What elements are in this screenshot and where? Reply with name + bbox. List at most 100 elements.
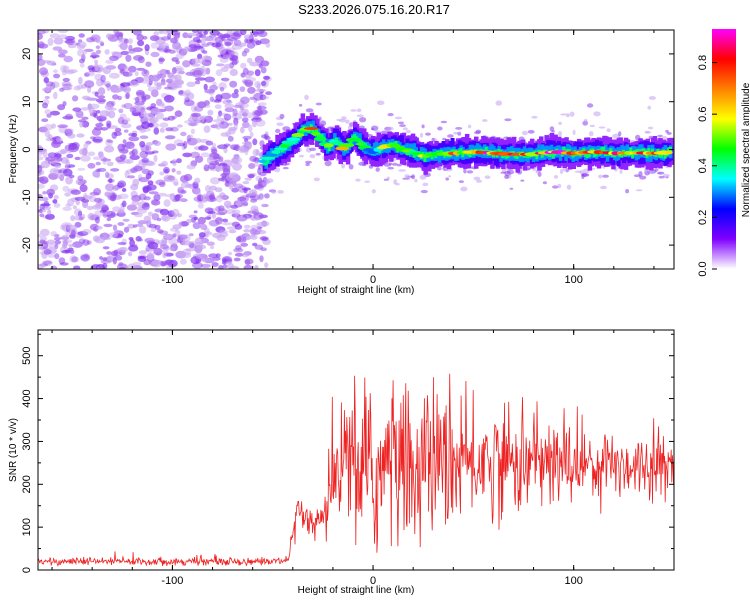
heatmap-noise-cell (193, 216, 198, 221)
heatmap-noise-cell (96, 49, 102, 54)
heatmap-noise-cell (164, 45, 170, 54)
heatmap-noise-cell (95, 216, 100, 224)
heatmap-halo-cell (527, 129, 535, 134)
heatmap-noise-cell (243, 188, 248, 194)
heatmap-noise-cell (58, 53, 66, 58)
heatmap-noise-cell (87, 213, 97, 220)
heatmap-ridge-cell (656, 148, 660, 154)
heatmap-noise-cell (233, 257, 241, 262)
heatmap-noise-cell (95, 168, 101, 173)
heatmap-noise-cell (41, 209, 46, 213)
heatmap-noise-cell (119, 42, 128, 51)
heatmap-noise-cell (112, 94, 119, 100)
heatmap-noise-cell (95, 40, 104, 44)
heatmap-noise-cell (255, 88, 267, 92)
heatmap-ridge-cell (320, 133, 324, 139)
heatmap-x-ticks: -100 0 100 (51, 30, 655, 286)
heatmap-noise-cell (236, 200, 242, 208)
heatmap-halo-cell (387, 126, 394, 131)
heatmap-noise-cell (182, 180, 189, 184)
heatmap-noise-cell (249, 96, 255, 100)
snr-x-ticks: -100 0 100 (51, 330, 655, 587)
heatmap-noise-cell (117, 143, 126, 152)
heatmap-noise-cell (145, 173, 152, 180)
heatmap-noise-cell (226, 204, 231, 210)
heatmap-noise-cell (133, 165, 143, 172)
heatmap-ridge-cell (540, 153, 544, 158)
heatmap-noise-cell (137, 220, 148, 225)
heatmap-noise-cell (163, 233, 174, 241)
heatmap-noise-cell (219, 229, 228, 234)
heatmap-noise-cell (153, 194, 161, 201)
heatmap-noise-cell (121, 187, 127, 192)
heatmap-noise-cell (231, 187, 239, 193)
heatmap-halo-cell (658, 175, 665, 179)
heatmap-ridge-cell (412, 152, 416, 158)
heatmap-noise-cell (129, 154, 140, 160)
heatmap-noise-cell (111, 250, 118, 257)
heatmap-noise-cell (208, 219, 220, 227)
heatmap-ridge-cell (459, 148, 463, 154)
heatmap-noise-cell (163, 199, 171, 207)
heatmap-halo-cell (558, 131, 562, 137)
heatmap-noise-cell (95, 110, 101, 114)
heatmap-noise-cell (194, 241, 203, 248)
heatmap-noise-cell (47, 37, 54, 46)
heatmap-halo-cell (569, 111, 575, 117)
heatmap-noise-cell (38, 53, 43, 61)
heatmap-peak-cell (287, 137, 301, 141)
heatmap-noise-cell (118, 108, 124, 114)
heatmap-noise-cell (62, 85, 73, 91)
heatmap-noise-cell (123, 129, 129, 133)
heatmap-noise-cell (38, 144, 43, 152)
heatmap-halo-cell (440, 120, 448, 124)
heatmap-noise-cell (176, 158, 182, 164)
heatmap-noise-cell (230, 144, 239, 151)
heatmap-noise-cell (41, 118, 49, 122)
heatmap-noise-cell (177, 213, 182, 218)
heatmap-noise-cell (243, 34, 253, 40)
heatmap-noise-cell (106, 161, 114, 167)
heatmap-halo-cell (453, 131, 459, 135)
heatmap-noise-cell (142, 76, 154, 82)
heatmap-noise-cell (105, 139, 113, 147)
heatmap-noise-cell (238, 146, 247, 154)
heatmap-noise-cell (176, 67, 183, 72)
heatmap-noise-cell (228, 229, 237, 234)
heatmap-noise-cell (133, 244, 138, 248)
heatmap-noise-cell (64, 249, 71, 253)
heatmap-halo-cell (457, 131, 462, 136)
heatmap-ridge-cell (620, 153, 624, 158)
heatmap-noise-cell (143, 112, 155, 121)
heatmap-noise-cell (253, 97, 258, 103)
heatmap-noise-cell (89, 223, 99, 231)
heatmap-y-ticks: -20 -10 0 10 20 (21, 48, 674, 253)
heatmap-halo-cell (618, 131, 622, 137)
heatmap-noise-cell (192, 222, 201, 230)
heatmap-halo-cell (386, 176, 390, 180)
heatmap-noise-cell (224, 41, 232, 47)
snr-y-tick-label: 400 (21, 389, 33, 407)
heatmap-noise-cell (265, 42, 271, 48)
heatmap-noise-cell (228, 179, 237, 188)
heatmap-halo-cell (376, 100, 385, 106)
heatmap-noise-cell (175, 60, 180, 65)
heatmap-noise-cell (162, 70, 167, 76)
heatmap-noise-cell (69, 255, 78, 263)
heatmap-noise-cell (56, 171, 65, 180)
heatmap-noise-cell (38, 176, 45, 182)
heatmap-noise-cell (90, 34, 101, 42)
heatmap-ridge-cell (468, 145, 473, 155)
heatmap-peak-cell (313, 137, 327, 141)
heatmap-noise-cell (159, 81, 167, 86)
heatmap-noise-cell (54, 164, 61, 169)
heatmap-noise-cell (212, 153, 221, 160)
heatmap-noise-cell (255, 119, 266, 127)
heatmap-noise-cell (147, 180, 154, 186)
heatmap-halo-cell (380, 130, 388, 135)
snr-x-tick-label: 0 (370, 575, 376, 587)
heatmap-noise-cell (217, 195, 228, 199)
heatmap-noise-cell (117, 193, 129, 200)
heatmap-noise-cell (183, 46, 189, 53)
heatmap-halo-cell (276, 122, 284, 126)
